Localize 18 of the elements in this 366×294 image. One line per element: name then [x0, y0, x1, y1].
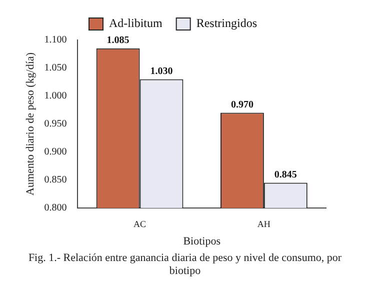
x-tick-label: AH — [257, 218, 271, 229]
y-tick-label: 0.850 — [44, 174, 67, 186]
caption: Fig. 1.- Relación entre ganancia diaria de peso y nivel de consumo, por biotipo — [27, 252, 343, 278]
y-tick-label: 0.950 — [44, 118, 67, 130]
legend-label: Ad-libitum — [109, 16, 163, 30]
data-label: 0.970 — [230, 99, 254, 110]
x-axis-title: Biotipos — [183, 235, 220, 248]
data-label: 1.030 — [150, 66, 173, 77]
y-tick-label: 1.000 — [44, 90, 67, 102]
data-label: 0.845 — [274, 169, 297, 180]
data-label: 1.085 — [106, 34, 130, 46]
legend-label: Restringidos — [196, 16, 258, 30]
y-tick-label: 0.900 — [44, 146, 67, 158]
y-tick-label: 1.050 — [44, 62, 67, 74]
y-axis-title: Aumento diario de peso (kg/día) — [24, 52, 36, 196]
y-tick-label: 1.100 — [44, 34, 67, 46]
y-tick-label: 0.800 — [44, 202, 67, 214]
x-tick-label: AC — [134, 218, 146, 229]
